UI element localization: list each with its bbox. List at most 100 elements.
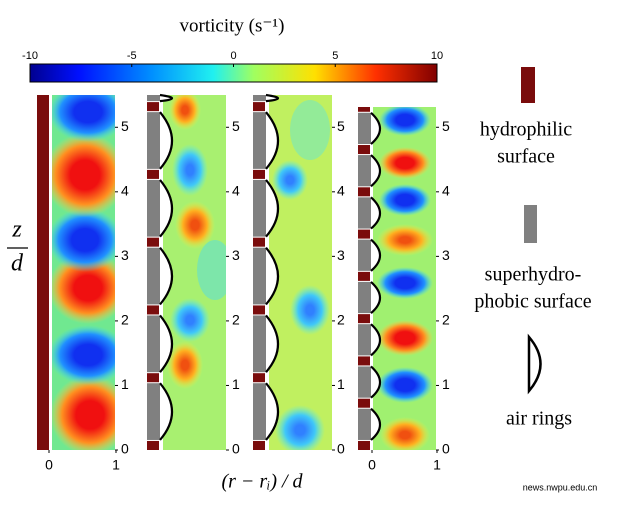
hydrophilic-patch (358, 356, 370, 366)
superhydrophobic-patch (253, 247, 266, 305)
y-tick-label: 5 (442, 118, 450, 134)
superhydrophobic-patch (358, 408, 371, 440)
y-tick-label: 0 (232, 441, 240, 457)
hydrophilic-patch (358, 229, 370, 239)
y-tick-label: 3 (121, 247, 129, 263)
hydrophilic-patch (358, 398, 370, 408)
hydrophilic-patch (253, 102, 265, 112)
y-tick-label: 5 (337, 118, 345, 134)
colorbar-tick-label: 5 (332, 50, 338, 62)
superhydrophobic-patch (147, 112, 160, 169)
colorbar-tick-label: -5 (127, 50, 137, 62)
air-ring (265, 111, 279, 170)
air-ring (265, 93, 280, 103)
air-ring (159, 179, 173, 238)
legend-superhydrophobic (524, 205, 537, 243)
y-tick-label: 2 (337, 312, 345, 328)
watermark: news.nwpu.edu.cn (523, 482, 598, 492)
air-ring (265, 179, 279, 238)
y-tick-label: 1 (442, 376, 450, 392)
air-ring (159, 382, 173, 441)
hydrophilic-patch (253, 440, 265, 450)
air-ring (370, 196, 382, 230)
superhydrophobic-patch (253, 383, 266, 440)
y-tick-label: 4 (337, 183, 345, 199)
y-tick-label: 2 (232, 312, 240, 328)
hydrophilic-patch (147, 373, 159, 383)
hydrophilic-patch (147, 169, 159, 179)
x-label: (r − rᵢ) / d (221, 471, 303, 493)
air-ring (370, 323, 382, 357)
x-tick-label: 1 (112, 457, 120, 473)
y-tick-label: 3 (337, 247, 345, 263)
y-tick-label: 2 (442, 312, 450, 328)
legend-hydrophilic (521, 67, 535, 103)
superhydrophobic-patch (253, 112, 266, 169)
hydrophilic-patch (253, 305, 265, 315)
legend-text: air rings (506, 408, 572, 430)
y-tick-label: 3 (442, 247, 450, 263)
hydrophilic-patch (358, 440, 370, 450)
air-ring (159, 93, 174, 103)
superhydrophobic-patch (147, 179, 160, 237)
y-tick-label: 0 (337, 441, 345, 457)
superhydrophobic-patch (147, 383, 160, 440)
air-ring (370, 154, 382, 188)
legend-text: superhydro- (485, 264, 582, 286)
colorbar-tick-label: 10 (431, 50, 443, 62)
y-tick-label: 5 (232, 118, 240, 134)
superhydrophobic-patch (147, 315, 160, 373)
y-label-top: z (11, 217, 22, 243)
superhydrophobic-patch (253, 95, 266, 102)
superhydrophobic-patch (358, 197, 371, 229)
hydrophilic-patch (147, 440, 159, 450)
air-ring (159, 246, 173, 306)
superhydrophobic-patch (358, 281, 371, 314)
superhydrophobic-patch (358, 112, 371, 145)
x-tick-label: 0 (45, 457, 53, 473)
x-tick-label: 1 (433, 457, 441, 473)
hydrophilic-patch (253, 237, 265, 247)
colorbar-tick-label: 0 (230, 50, 236, 62)
superhydrophobic-patch (358, 239, 371, 271)
hydrophilic-patch (253, 373, 265, 383)
superhydrophobic-patch (358, 155, 371, 187)
hydrophilic-patch (358, 271, 370, 281)
superhydrophobic-patch (358, 366, 371, 398)
superhydrophobic-patch (358, 324, 371, 356)
y-tick-label: 4 (121, 183, 129, 199)
y-label-bottom: d (11, 251, 24, 277)
colorbar-title: vorticity (s⁻¹) (180, 15, 285, 36)
y-tick-label: 4 (232, 183, 240, 199)
legend-text: hydrophilic (480, 119, 572, 141)
y-tick-label: 1 (121, 376, 129, 392)
air-ring (265, 246, 279, 306)
hydrophilic-patch (358, 145, 370, 155)
hydrophilic-patch (358, 107, 370, 112)
hydrophilic-patch (147, 237, 159, 247)
walls (147, 93, 382, 450)
x-tick-label: 0 (368, 457, 376, 473)
hydrophilic-patch (358, 314, 370, 324)
superhydrophobic-patch (147, 247, 160, 305)
y-tick-label: 0 (121, 441, 129, 457)
hydrophilic-patch (358, 187, 370, 197)
hydrophilic-patch (147, 102, 159, 112)
colorbar-tick-label: -10 (22, 50, 38, 62)
air-ring (159, 111, 173, 170)
air-ring (265, 314, 279, 373)
air-ring (370, 407, 382, 441)
air-ring (265, 382, 279, 441)
hydrophilic-patch (147, 305, 159, 315)
air-ring (370, 111, 382, 145)
y-tick-label: 2 (121, 312, 129, 328)
superhydrophobic-patch (147, 95, 160, 102)
superhydrophobic-patch (253, 315, 266, 373)
hydrophilic-patch (253, 169, 265, 179)
air-ring (159, 314, 173, 373)
hydrophilic-wall (37, 95, 49, 450)
air-ring (370, 281, 382, 314)
superhydrophobic-patch (253, 179, 266, 237)
air-ring (370, 365, 382, 399)
